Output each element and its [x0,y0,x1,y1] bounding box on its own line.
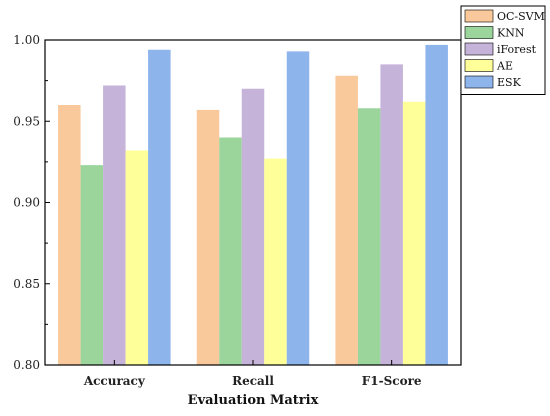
legend-swatch [464,59,494,72]
bar-ae-recall [264,158,287,365]
bar-knn-f1-score [357,108,381,365]
bar-knn-accuracy [80,165,104,365]
y-tick-label: 0.90 [13,196,40,210]
bar-ae-f1-score [402,101,426,365]
bar-oc-svm-recall [196,109,220,365]
legend-label: KNN [497,27,525,40]
bar-oc-svm-accuracy [58,105,81,365]
bar-iforest-f1-score [380,64,403,366]
bar-iforest-recall [241,88,265,365]
legend-swatch [464,9,494,23]
bar-esk-recall [286,51,310,366]
bar-ae-accuracy [125,150,149,365]
legend-swatch [464,42,494,56]
y-tick-label: 0.80 [13,358,40,372]
x-category-label: F1-Score [362,374,422,388]
y-tick-label: 0.85 [13,277,40,291]
x-axis-title: Evaluation Matrix [188,393,319,408]
bar-iforest-accuracy [103,85,126,365]
legend-label: OC-SVM [497,10,545,23]
x-category-label: Recall [232,374,274,388]
bar-knn-recall [219,137,242,365]
legend-swatch [464,26,494,39]
legend-swatch [464,75,494,89]
legend-label: ESK [497,76,522,89]
bar-esk-f1-score [425,44,448,366]
y-tick-label: 0.95 [13,114,40,128]
y-tick-label: 1.00 [13,33,40,47]
bar-oc-svm-f1-score [335,75,358,365]
y-ticks-group: 0.80 0.85 0.90 0.95 1.00 [13,33,50,372]
x-category-label: Accuracy [83,374,146,388]
legend: OC-SVM KNN iForest AE ESK [460,5,546,95]
legend-label: iForest [497,43,537,56]
x-categories-group: Accuracy Recall F1-Score [83,360,422,388]
bar-esk-accuracy [148,49,171,365]
legend-label: AE [496,60,513,73]
bars-group [58,44,448,366]
